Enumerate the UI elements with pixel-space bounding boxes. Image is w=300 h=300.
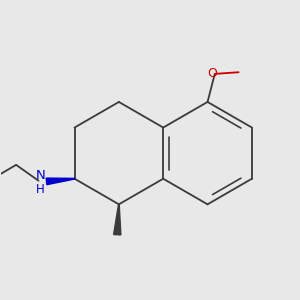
Text: O: O — [207, 67, 217, 80]
Polygon shape — [114, 204, 121, 235]
Text: N: N — [36, 169, 45, 182]
Polygon shape — [46, 178, 75, 185]
Text: H: H — [36, 183, 45, 196]
